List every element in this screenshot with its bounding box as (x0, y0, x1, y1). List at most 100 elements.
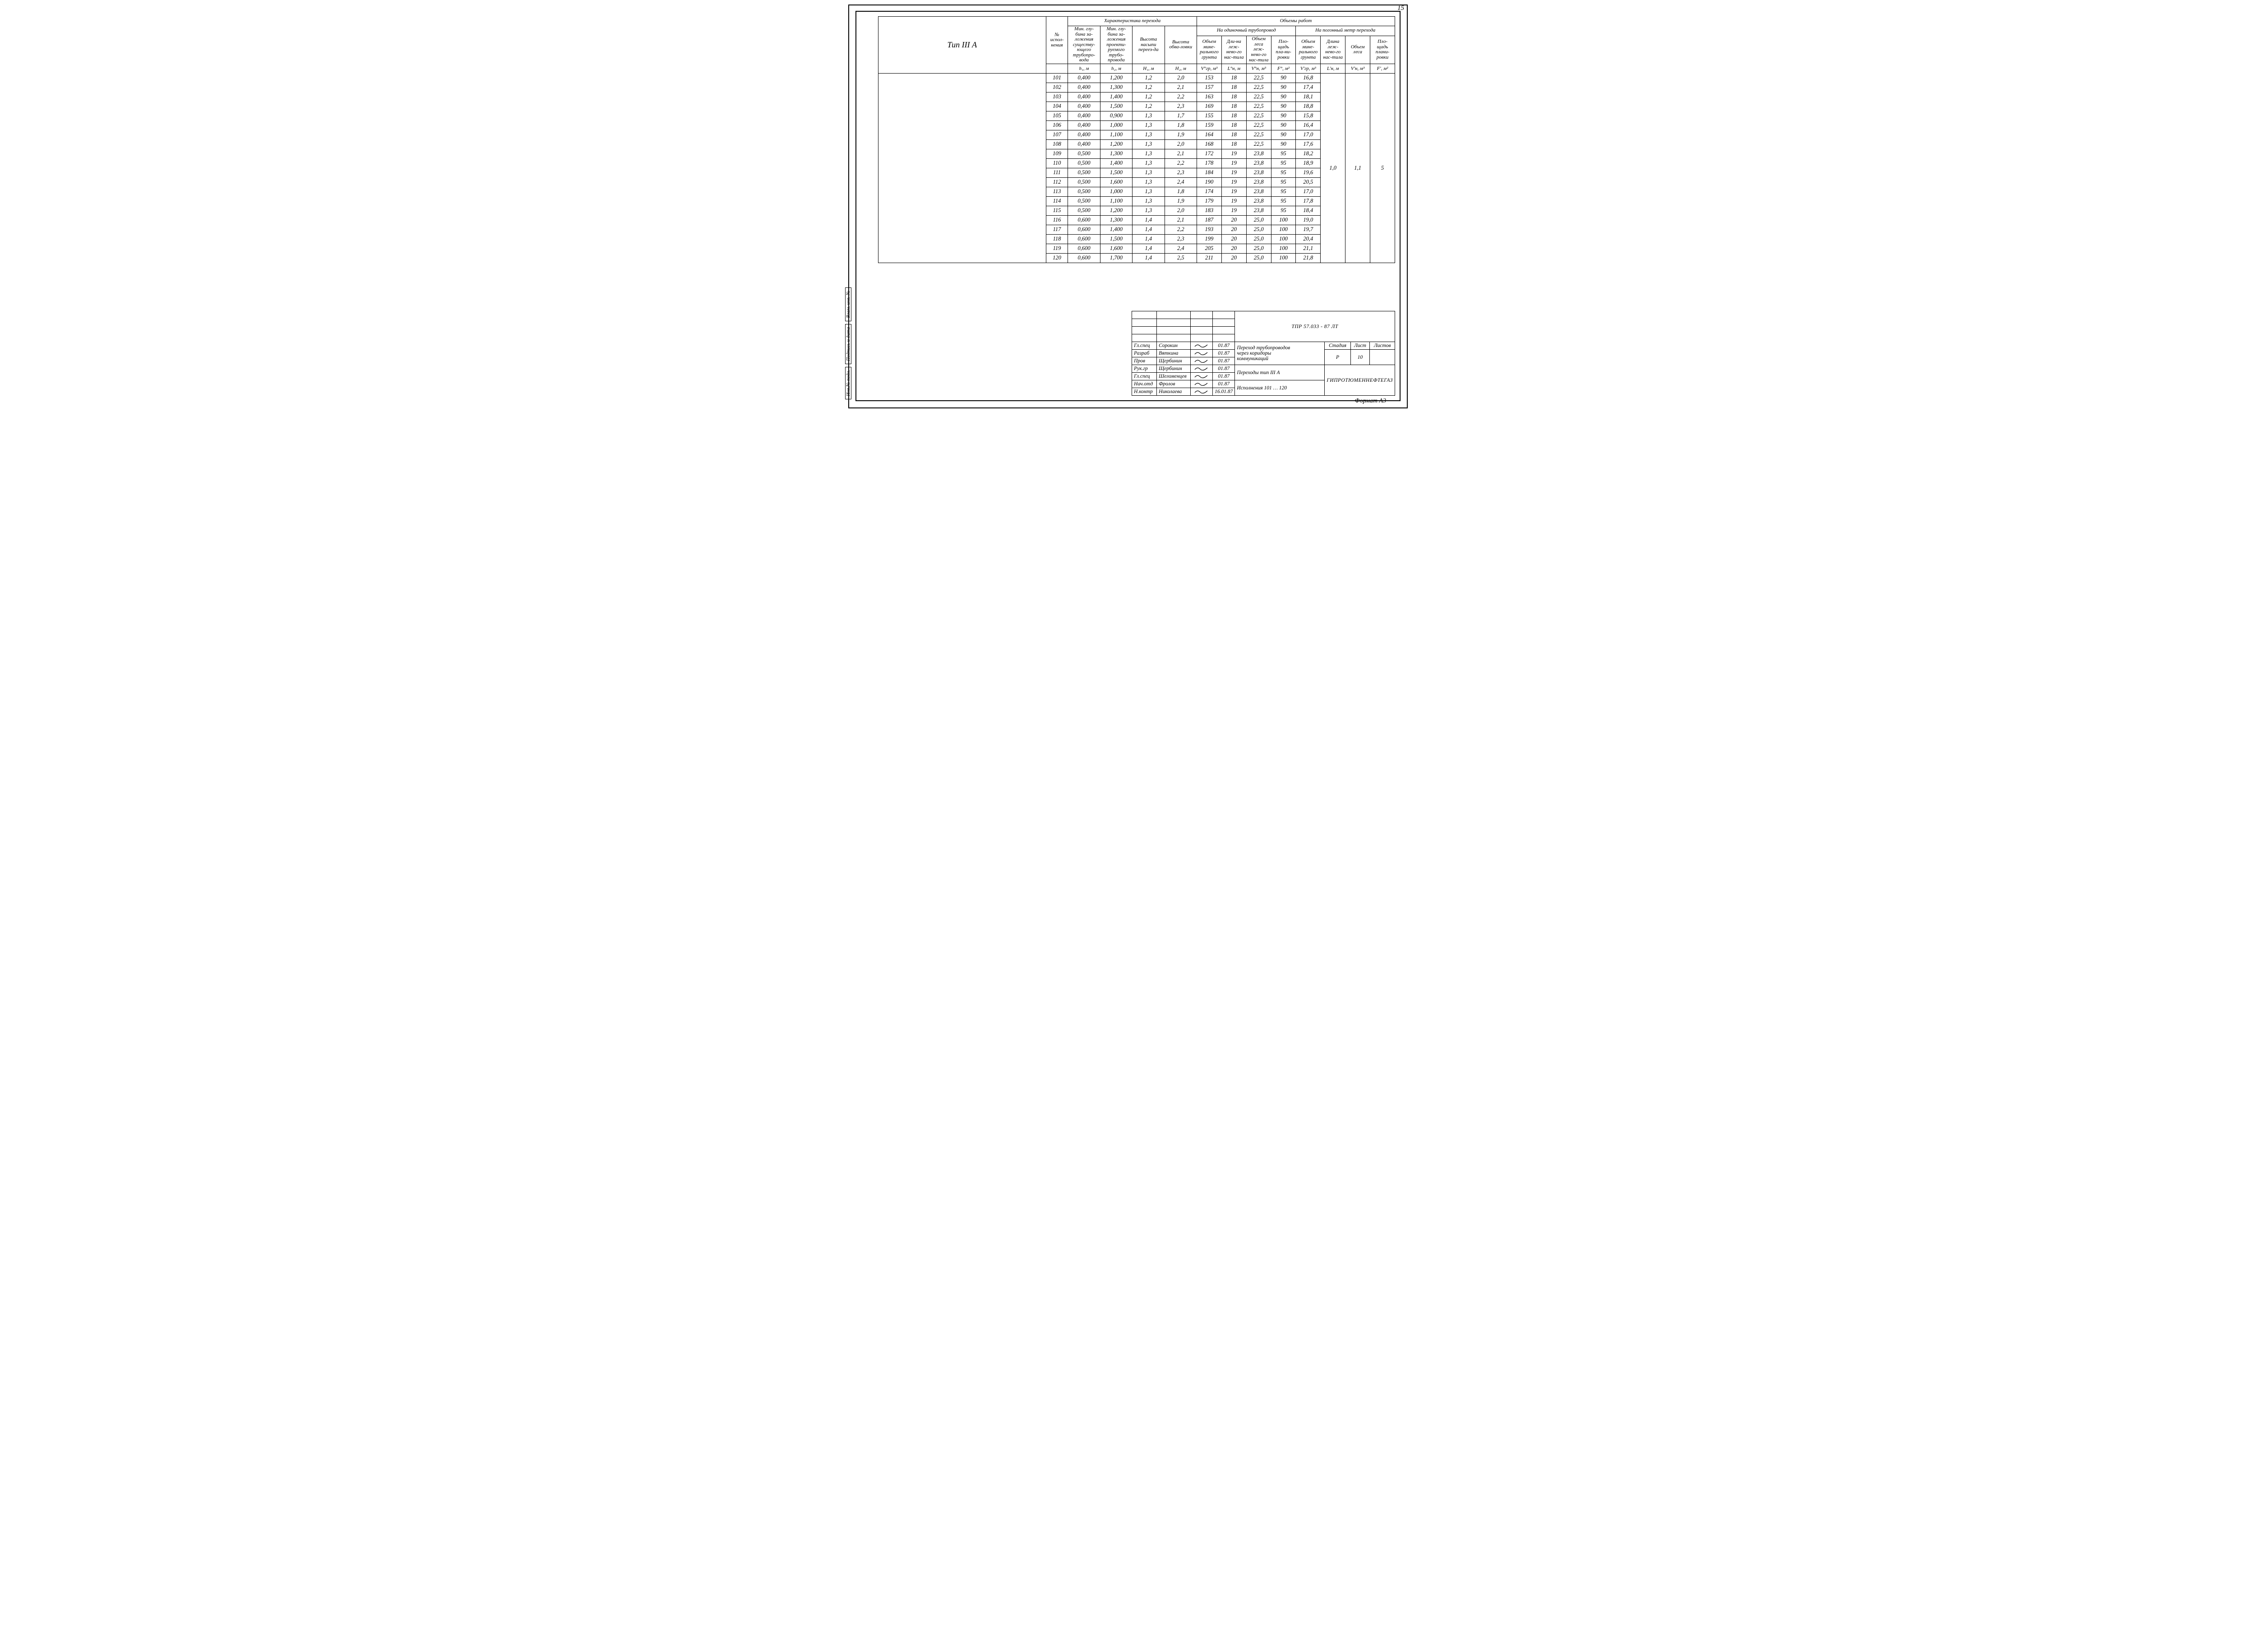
col-desc-2: Высота насыпи переез-да (1133, 26, 1165, 64)
cell: 16,4 (1296, 120, 1321, 130)
hdr-characteristics: Характеристика перехода (1068, 17, 1197, 26)
col-sym-10: V'н, м³ (1345, 64, 1370, 73)
role-date-2: 01.87 (1213, 357, 1235, 365)
col-sym-blank (1046, 64, 1068, 73)
cell: 17,0 (1296, 187, 1321, 196)
cell: 20 (1221, 234, 1246, 244)
cell: 1,000 (1100, 120, 1132, 130)
cell: 2,0 (1165, 206, 1197, 215)
cell: 1,2 (1133, 102, 1165, 111)
cell: 90 (1271, 139, 1296, 149)
col-desc-1: Мин. глу-бина за-ложения проекти-руемого… (1100, 26, 1132, 64)
cell: 0,400 (1068, 102, 1100, 111)
role-date-4: 01.87 (1213, 373, 1235, 380)
cell: 0,400 (1068, 73, 1100, 83)
cell: 90 (1271, 111, 1296, 120)
exec-no: 120 (1046, 253, 1068, 263)
cell: 19,6 (1296, 168, 1321, 177)
cell: 23,8 (1246, 187, 1271, 196)
col-sym-1: h₂, м (1100, 64, 1132, 73)
role-name-0: Сорокин (1157, 342, 1191, 350)
hdr-per-meter: На погонный метр перехода (1296, 26, 1395, 36)
cell: 2,3 (1165, 234, 1197, 244)
cell: 18,8 (1296, 102, 1321, 111)
col-desc-6: Объем леса леж-нево-го нас-тила (1246, 36, 1271, 64)
cell: 22,5 (1246, 130, 1271, 139)
cell: 0,600 (1068, 244, 1100, 253)
role-sign-5 (1191, 380, 1213, 388)
exec-no: 103 (1046, 92, 1068, 102)
role-sign-6 (1191, 388, 1213, 396)
col-exec-no: № испол-нения (1046, 17, 1068, 64)
role-2: Пров (1132, 357, 1157, 365)
sub-title-2: Исполнения 101 … 120 (1235, 380, 1325, 396)
cell: 22,5 (1246, 73, 1271, 83)
cell: 18,2 (1296, 149, 1321, 158)
hdr-volumes: Объемы работ (1197, 17, 1395, 26)
cell: 0,400 (1068, 92, 1100, 102)
cell: 25,0 (1246, 244, 1271, 253)
cell: 1,000 (1100, 187, 1132, 196)
role-name-4: Шеломенцев (1157, 373, 1191, 380)
cell: 18 (1221, 130, 1246, 139)
stage-label: Стадия (1325, 342, 1350, 350)
role-sign-2 (1191, 357, 1213, 365)
cell: 17,0 (1296, 130, 1321, 139)
col-desc-7: Пло-щадь пла-ни-ровки (1271, 36, 1296, 64)
cell: 23,8 (1246, 196, 1271, 206)
cell: 155 (1197, 111, 1222, 120)
cell: 19,7 (1296, 225, 1321, 234)
cell: 23,8 (1246, 206, 1271, 215)
cell: 1,3 (1133, 130, 1165, 139)
cell: 2,2 (1165, 92, 1197, 102)
cell: 16,8 (1296, 73, 1321, 83)
cell: 1,3 (1133, 177, 1165, 187)
cell: 18,9 (1296, 158, 1321, 168)
cell: 163 (1197, 92, 1222, 102)
exec-no: 106 (1046, 120, 1068, 130)
cell: 18 (1221, 83, 1246, 92)
cell: 1,400 (1100, 158, 1132, 168)
role-0: Гл.спец (1132, 342, 1157, 350)
role-1: Разраб (1132, 350, 1157, 357)
cell: 25,0 (1246, 215, 1271, 225)
role-name-5: Фролов (1157, 380, 1191, 388)
cell: 211 (1197, 253, 1222, 263)
exec-no: 101 (1046, 73, 1068, 83)
exec-no: 118 (1046, 234, 1068, 244)
organisation: ГИПРОТЮМЕННЕФТЕГАЗ (1325, 365, 1395, 396)
cell: 19,0 (1296, 215, 1321, 225)
cell: 0,900 (1100, 111, 1132, 120)
cell: 1,600 (1100, 244, 1132, 253)
cell: 17,4 (1296, 83, 1321, 92)
role-name-1: Вяткина (1157, 350, 1191, 357)
role-3: Рук.гр (1132, 365, 1157, 373)
cell: 19 (1221, 149, 1246, 158)
cell: 1,500 (1100, 168, 1132, 177)
exec-no: 112 (1046, 177, 1068, 187)
type-title-span (878, 73, 1046, 263)
col-sym-11: F', м² (1370, 64, 1395, 73)
format-label: Формат А3 (1355, 398, 1386, 405)
col-desc-8: Объем мине-рального грунта (1296, 36, 1321, 64)
cell: 0,500 (1068, 177, 1100, 187)
cell: 18 (1221, 139, 1246, 149)
col-desc-0: Мин. глу-бина за-ложения существу-ющего … (1068, 26, 1100, 64)
cell: 199 (1197, 234, 1222, 244)
cell: 1,3 (1133, 187, 1165, 196)
type-title: Тип III А (878, 17, 1046, 74)
col-desc-9: Длина леж-нево-го нас-тила (1321, 36, 1345, 64)
cell: 25,0 (1246, 234, 1271, 244)
cell: 18 (1221, 73, 1246, 83)
cell: 100 (1271, 234, 1296, 244)
cell: 17,6 (1296, 139, 1321, 149)
role-date-3: 01.87 (1213, 365, 1235, 373)
cell: 23,8 (1246, 168, 1271, 177)
cell: 2,0 (1165, 139, 1197, 149)
span-cell-10: 1,1 (1345, 73, 1370, 263)
cell: 205 (1197, 244, 1222, 253)
cell: 0,400 (1068, 83, 1100, 92)
exec-no: 104 (1046, 102, 1068, 111)
exec-no: 109 (1046, 149, 1068, 158)
cell: 0,500 (1068, 168, 1100, 177)
